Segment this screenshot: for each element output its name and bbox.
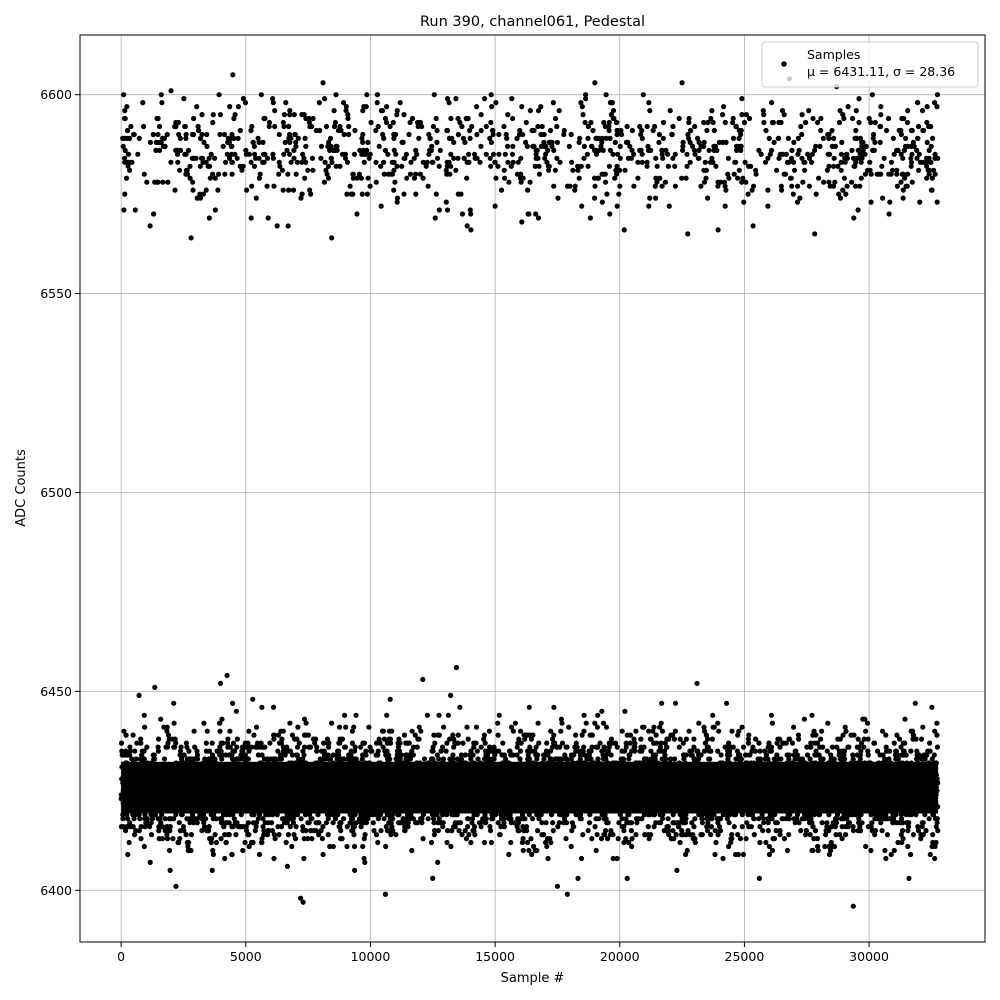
outlier-point — [607, 211, 613, 217]
outlier-point — [168, 88, 174, 94]
legend-box — [761, 41, 979, 88]
x-tick-label: 15000 — [475, 949, 515, 964]
y-tick-label: 6400 — [40, 883, 72, 898]
outlier-point — [453, 664, 460, 671]
outlier-point — [592, 80, 598, 86]
plot-frame — [79, 34, 986, 943]
x-axis-label: Sample # — [501, 971, 565, 986]
outlier-point — [432, 215, 438, 221]
outlier-point — [285, 223, 291, 229]
legend-title: Samples — [807, 47, 860, 62]
lower-band-core — [121, 761, 939, 814]
outlier-point — [679, 80, 685, 86]
x-tick-label: 0 — [117, 949, 125, 964]
x-tick-label: 30000 — [849, 949, 889, 964]
outlier-point — [554, 883, 561, 889]
outlier-point — [265, 215, 271, 221]
y-tick-label: 6500 — [40, 485, 72, 500]
legend: Samples μ = 6431.11, σ = 28.36 — [761, 41, 979, 88]
y-axis-label: ADC Counts — [14, 449, 29, 527]
axes: 0 5000 10000 15000 20000 25000 30000 6400 6450 65… — [40, 34, 986, 964]
outlier-point — [906, 875, 912, 881]
outlier-point — [298, 895, 304, 901]
outlier-point — [564, 891, 571, 897]
y-tick-label: 6450 — [40, 684, 72, 699]
x-tick-label: 10000 — [351, 949, 391, 964]
x-tick-label: 20000 — [600, 949, 640, 964]
y-tick-label: 6550 — [40, 286, 72, 301]
y-tick-label: 6600 — [40, 87, 72, 102]
outlier-point — [152, 684, 158, 691]
outlier-point — [224, 672, 230, 679]
outlier-point — [230, 72, 236, 78]
outlier-point — [624, 875, 630, 881]
legend-label: μ = 6431.11, σ = 28.36 — [807, 64, 955, 79]
outlier-point — [300, 899, 306, 905]
x-tick-label: 5000 — [230, 949, 262, 964]
outlier-point — [320, 80, 326, 86]
outlier-point — [382, 891, 389, 897]
outlier-point — [420, 676, 426, 683]
x-tick-label: 25000 — [725, 949, 765, 964]
outlier-point — [173, 883, 179, 889]
outlier-point — [694, 680, 700, 687]
chart-title: Run 390, channel061, Pedestal — [420, 14, 645, 30]
data-points — [118, 72, 941, 909]
legend-marker — [781, 61, 787, 67]
